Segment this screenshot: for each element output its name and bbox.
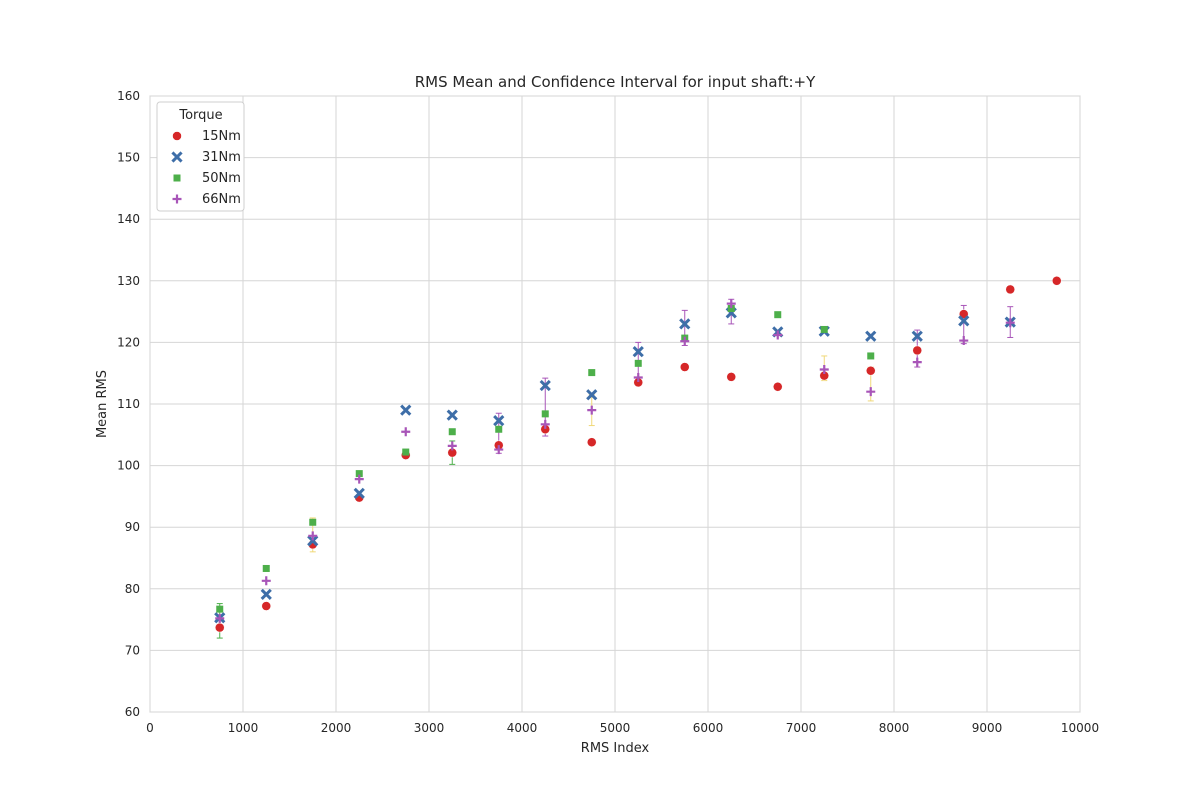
legend-title: Torque bbox=[178, 108, 222, 123]
x-tick-label: 9000 bbox=[972, 721, 1003, 735]
y-tick-label: 160 bbox=[117, 89, 140, 103]
data-point-31nm bbox=[307, 535, 319, 547]
data-point-50nm bbox=[495, 425, 503, 433]
y-tick-label: 110 bbox=[117, 397, 140, 411]
data-point-31nm bbox=[632, 346, 644, 358]
data-point-15nm bbox=[1005, 284, 1015, 295]
y-tick-label: 130 bbox=[117, 274, 140, 288]
y-tick-label: 80 bbox=[125, 582, 140, 596]
legend-label: 31Nm bbox=[202, 150, 241, 165]
data-point-31nm bbox=[539, 379, 551, 392]
data-points bbox=[214, 276, 1062, 633]
data-point-15nm bbox=[866, 365, 876, 376]
data-point-50nm bbox=[309, 518, 317, 526]
x-tick-label: 6000 bbox=[693, 721, 724, 735]
data-point-31nm bbox=[400, 404, 412, 416]
data-point-66nm bbox=[912, 357, 922, 367]
data-point-66nm bbox=[587, 405, 597, 415]
data-point-31nm bbox=[958, 315, 970, 327]
data-point-15nm bbox=[587, 437, 597, 447]
legend-box bbox=[156, 101, 245, 212]
data-point-66nm bbox=[354, 474, 364, 484]
legend-label: 50Nm bbox=[202, 171, 241, 186]
legend-marker-15nm bbox=[172, 131, 182, 141]
y-tick-label: 60 bbox=[125, 705, 140, 719]
data-point-15nm bbox=[215, 622, 225, 633]
data-point-66nm bbox=[866, 387, 876, 397]
x-tick-label: 1000 bbox=[228, 721, 259, 735]
x-axis-ticks: 0 1000 2000 3000 4000 5000 6000 7000 8000 9000 100… bbox=[146, 721, 1099, 735]
data-point-50nm bbox=[588, 369, 596, 377]
x-tick-label: 7000 bbox=[786, 721, 817, 735]
y-tick-label: 100 bbox=[117, 459, 140, 473]
data-point-31nm bbox=[586, 389, 598, 401]
data-point-66nm bbox=[819, 365, 829, 375]
data-point-31nm bbox=[446, 409, 458, 421]
data-point-66nm bbox=[959, 336, 969, 346]
x-tick-label: 2000 bbox=[321, 721, 352, 735]
legend-items: 15Nm 31Nm 50Nm 66Nm bbox=[171, 129, 241, 207]
data-point-50nm bbox=[541, 410, 549, 418]
x-axis-label: RMS Index bbox=[581, 741, 650, 756]
data-point-15nm bbox=[726, 372, 736, 382]
data-point-66nm bbox=[494, 445, 504, 455]
x-tick-label: 10000 bbox=[1061, 721, 1099, 735]
data-point-31nm bbox=[260, 588, 272, 600]
y-tick-label: 140 bbox=[117, 212, 140, 226]
legend: Torque 15Nm 31Nm 50Nm 66Nm bbox=[156, 101, 245, 212]
data-point-15nm bbox=[912, 345, 922, 356]
data-point-66nm bbox=[680, 336, 690, 346]
y-axis-label: Mean RMS bbox=[95, 370, 110, 438]
data-point-15nm bbox=[959, 309, 969, 319]
y-axis-ticks: 60 70 80 90 100 110 120 130 140 150 160 bbox=[117, 89, 140, 719]
data-point-50nm bbox=[774, 311, 782, 319]
data-point-50nm bbox=[448, 428, 456, 436]
data-point-31nm bbox=[865, 330, 877, 342]
legend-marker-50nm bbox=[173, 174, 181, 182]
data-point-31nm bbox=[679, 318, 691, 330]
legend-marker-66nm bbox=[172, 194, 182, 204]
grid bbox=[149, 95, 1081, 713]
data-point-66nm bbox=[261, 576, 271, 586]
data-point-66nm bbox=[633, 373, 643, 383]
data-point-66nm bbox=[540, 419, 550, 429]
y-tick-label: 70 bbox=[125, 643, 140, 657]
data-point-50nm bbox=[820, 325, 828, 333]
legend-label: 15Nm bbox=[202, 129, 241, 144]
data-point-15nm bbox=[680, 362, 690, 372]
data-point-15nm bbox=[773, 382, 783, 392]
data-point-66nm bbox=[401, 427, 411, 437]
data-point-50nm bbox=[867, 352, 875, 360]
data-point-50nm bbox=[262, 564, 270, 572]
x-tick-label: 4000 bbox=[507, 721, 538, 735]
x-tick-label: 5000 bbox=[600, 721, 631, 735]
data-point-66nm bbox=[726, 299, 736, 309]
data-point-66nm bbox=[447, 441, 457, 451]
x-tick-label: 8000 bbox=[879, 721, 910, 735]
legend-marker-31nm bbox=[171, 151, 183, 163]
y-tick-label: 120 bbox=[117, 335, 140, 349]
y-tick-label: 90 bbox=[125, 520, 140, 534]
data-point-66nm bbox=[773, 330, 783, 340]
legend-label: 66Nm bbox=[202, 192, 241, 207]
data-point-50nm bbox=[216, 605, 224, 613]
data-point-66nm bbox=[215, 613, 225, 623]
data-point-15nm bbox=[1052, 276, 1062, 286]
data-point-50nm bbox=[634, 359, 642, 367]
data-point-50nm bbox=[355, 470, 363, 478]
x-tick-label: 0 bbox=[146, 721, 154, 735]
data-point-50nm bbox=[402, 448, 410, 456]
data-point-31nm bbox=[493, 415, 505, 427]
y-tick-label: 150 bbox=[117, 151, 140, 165]
data-point-31nm bbox=[353, 487, 365, 499]
data-point-66nm bbox=[1005, 318, 1015, 328]
data-point-31nm bbox=[911, 330, 923, 342]
data-point-66nm bbox=[308, 531, 318, 541]
x-tick-label: 3000 bbox=[414, 721, 445, 735]
data-point-50nm bbox=[727, 305, 735, 313]
data-point-15nm bbox=[261, 601, 271, 611]
chart-title: RMS Mean and Confidence Interval for inp… bbox=[415, 73, 816, 91]
